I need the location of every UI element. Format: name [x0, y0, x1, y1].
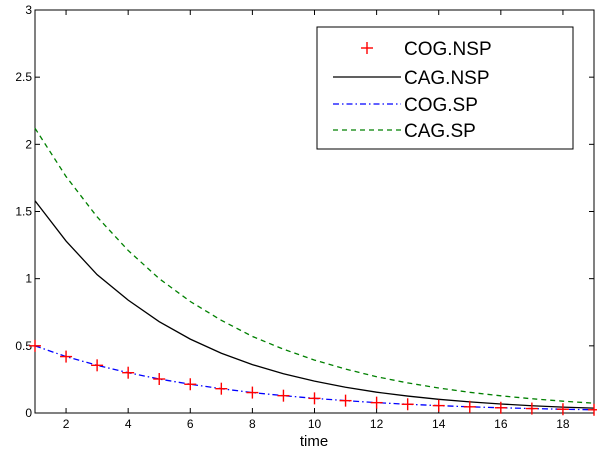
legend-marker-1	[361, 42, 373, 54]
data-point-cog-nsp	[215, 382, 228, 395]
data-point-cog-nsp	[29, 339, 41, 352]
data-point-cog-nsp	[184, 378, 197, 391]
data-point-cog-nsp	[246, 386, 259, 399]
x-tick-label: 16	[494, 417, 508, 431]
data-point-cog-nsp	[122, 366, 135, 379]
y-tick-label: 1.5	[15, 205, 32, 219]
x-tick-label: 12	[370, 417, 384, 431]
data-point-cog-nsp	[494, 401, 507, 414]
data-point-cog-nsp	[401, 398, 414, 411]
legend-label-1: COG.NSP	[404, 39, 492, 60]
x-tick-label: 14	[432, 417, 446, 431]
axis-ticks: 2 4 6 8 10 12 14 16 18 0 0.5 1 1.5 2 2.5 3	[15, 3, 594, 431]
x-tick-label: 18	[556, 417, 570, 431]
series-markers	[29, 339, 597, 416]
legend-label-4: CAG.SP	[404, 121, 476, 142]
data-point-cog-nsp	[525, 402, 538, 415]
data-point-cog-nsp	[588, 403, 597, 416]
data-point-cog-nsp	[308, 392, 321, 405]
data-point-cog-nsp	[91, 359, 104, 372]
data-point-cog-nsp	[153, 373, 166, 386]
legend: COG.NSP CAG.NSP COG.SP CAG.SP	[316, 26, 574, 150]
y-tick-label: 2.5	[15, 70, 32, 84]
legend-label-3: COG.SP	[404, 95, 478, 116]
data-point-cog-nsp	[277, 389, 290, 402]
y-tick-label: 2	[25, 137, 32, 151]
data-point-cog-nsp	[339, 394, 352, 407]
y-tick-label: 0	[25, 406, 32, 420]
series-line-cag-sp	[34, 127, 595, 404]
data-point-cog-nsp	[432, 399, 445, 412]
data-point-cog-nsp	[463, 400, 476, 413]
legend-label-2: CAG.NSP	[404, 68, 490, 89]
x-axis-title: time	[300, 433, 328, 450]
legend-box	[316, 26, 574, 150]
data-point-cog-nsp	[60, 350, 73, 363]
x-tick-label: 10	[308, 417, 322, 431]
y-tick-label: 3	[25, 3, 32, 17]
data-point-cog-nsp	[556, 403, 569, 416]
x-tick-label: 2	[63, 417, 70, 431]
x-tick-label: 8	[249, 417, 256, 431]
data-point-cog-nsp	[370, 396, 383, 409]
x-tick-label: 4	[125, 417, 132, 431]
y-tick-label: 1	[25, 272, 32, 286]
y-tick-label: 0.5	[15, 339, 32, 353]
x-tick-label: 6	[187, 417, 194, 431]
